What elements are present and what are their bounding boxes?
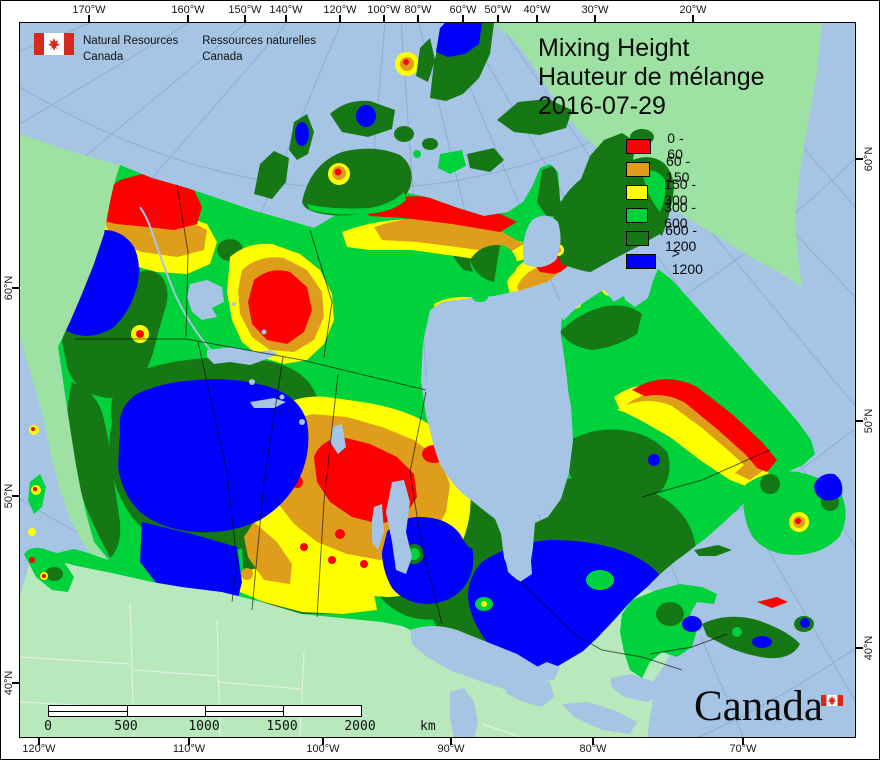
nrcan-signature: Natural Resources Canada Ressources natu… <box>34 33 316 65</box>
scale-number: 1500 <box>266 719 298 734</box>
lon-label: 140°W <box>269 4 303 16</box>
legend-swatch-gt-1200 <box>626 253 656 269</box>
legend-label: 0 - 60 <box>667 130 684 162</box>
lon-label: 80°W <box>579 743 607 755</box>
lon-label: 120°W <box>22 743 56 755</box>
alaska <box>20 134 120 560</box>
legend-swatch-0-60 <box>626 138 652 154</box>
atlantic-canada <box>620 471 846 678</box>
lon-label: 60°W <box>449 4 477 16</box>
lon-label: 160°W <box>171 4 205 16</box>
agency-name-fr: Ressources naturelles Canada <box>202 35 317 63</box>
scale-number: 0 <box>44 719 52 734</box>
title-date: 2016-07-29 <box>538 92 666 120</box>
legend-label: 60 - 150 <box>666 153 691 185</box>
legend-swatch-600-1200 <box>626 230 650 246</box>
scale-number: 500 <box>114 719 138 734</box>
maple-leaf-icon <box>48 38 60 50</box>
lon-label: 20°W <box>679 4 707 16</box>
scale-number: 1000 <box>188 719 220 734</box>
pacific-islands <box>24 425 74 592</box>
scale-unit: km <box>420 719 436 734</box>
lon-label: 70°W <box>729 743 757 755</box>
map-frame <box>19 22 856 738</box>
legend-item: 60 - 150 <box>626 153 700 185</box>
southampton-dark-half <box>470 244 500 282</box>
wordmark-flag-icon <box>821 693 843 711</box>
lat-label: 50°N <box>863 408 875 434</box>
agency-name-en: Natural Resources Canada <box>83 35 179 63</box>
lon-label: 50°W <box>484 4 512 16</box>
lon-label: 100°W <box>306 743 340 755</box>
lon-label: 40°W <box>523 4 551 16</box>
legend-swatch-150-300 <box>626 184 649 200</box>
lon-label: 110°W <box>172 743 206 755</box>
legend-item: 0 - 60 <box>626 130 693 162</box>
legend-item: 300 - 600 <box>626 199 700 231</box>
legend-swatch-300-600 <box>626 207 649 223</box>
province-borders <box>75 184 771 671</box>
legend-swatch-60-150 <box>626 161 651 177</box>
legend-item: 600 - 1200 <box>626 222 708 254</box>
mackenzie-river <box>139 206 213 353</box>
lon-label: 170°W <box>72 4 106 16</box>
lat-label: 60°N <box>863 146 875 172</box>
lakes <box>187 215 720 737</box>
scale-bar-segments <box>48 705 362 717</box>
canada-map <box>20 23 855 737</box>
map-title: Mixing Height Hauteur de mélange 2016-07… <box>538 34 765 121</box>
lon-label: 120°W <box>323 4 357 16</box>
title-fr: Hauteur de mélange <box>538 63 765 91</box>
lon-label: 90°W <box>437 743 465 755</box>
canada-wordmark: Canada <box>694 683 823 730</box>
legend-label: > 1200 <box>671 245 703 277</box>
legend-item: 150 - 300 <box>626 176 700 208</box>
greenland <box>492 23 822 287</box>
lat-label: 40°N <box>863 635 875 661</box>
legend-label: 150 - 300 <box>664 176 697 208</box>
legend-label: 300 - 600 <box>664 199 697 231</box>
lon-label: 150°W <box>228 4 262 16</box>
lon-label: 100°W <box>367 4 401 16</box>
lon-label: 80°W <box>404 4 432 16</box>
coats-island <box>472 292 488 302</box>
legend-label: 600 - 1200 <box>665 222 698 254</box>
canada-flag-icon <box>34 33 74 55</box>
lon-label: 30°W <box>581 4 609 16</box>
scale-number: 2000 <box>344 719 376 734</box>
title-en: Mixing Height <box>538 34 690 62</box>
legend-item: > 1200 <box>626 245 708 277</box>
